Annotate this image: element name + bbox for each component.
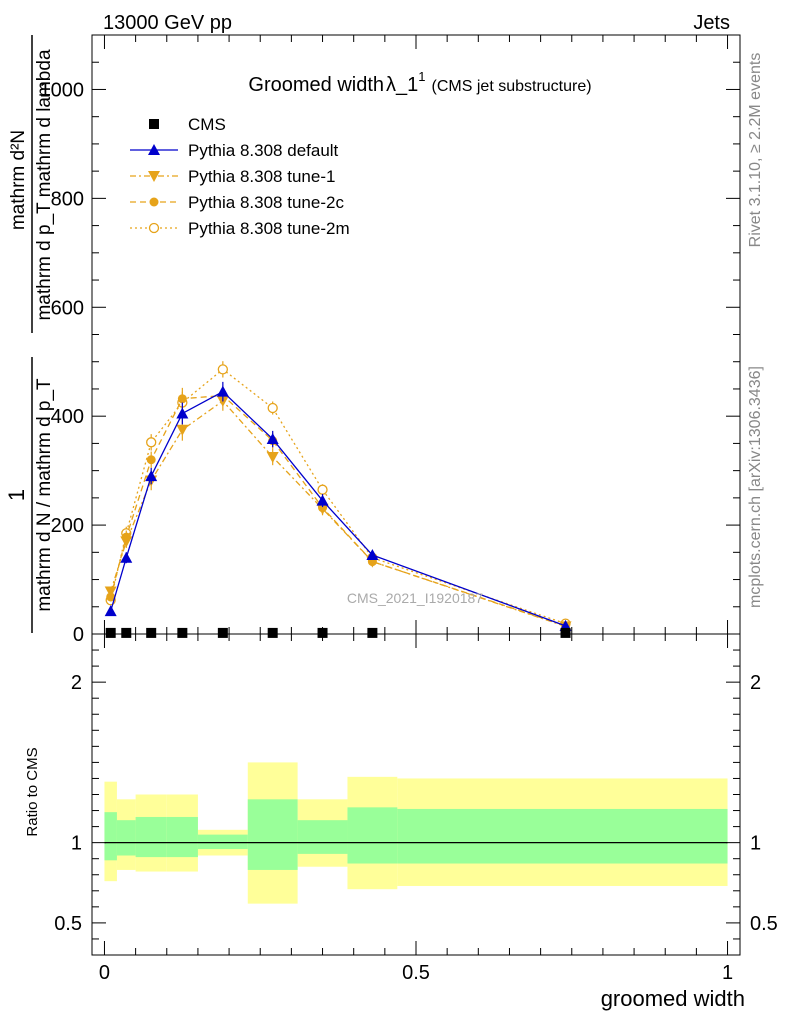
y-label-numerator-2: mathrm d²N <box>8 130 29 230</box>
legend-entry: Pythia 8.308 tune-2m <box>130 219 350 238</box>
main-panel: 0 200 400 600 800 1000 <box>40 34 741 646</box>
data-point <box>316 494 329 506</box>
legend: CMS Pythia 8.308 default Pythia 8.308 tune… <box>130 115 350 238</box>
data-point <box>560 627 571 638</box>
data-point <box>145 470 158 482</box>
series-0 <box>105 627 571 638</box>
y-label-numerator-1: 1 <box>4 489 29 501</box>
data-point <box>146 437 157 448</box>
title-superscript: 1 <box>418 69 425 84</box>
ratio-y-tick-label: 1 <box>71 833 82 855</box>
data-point <box>177 627 188 638</box>
legend-marker <box>148 144 160 155</box>
legend-entry: Pythia 8.308 default <box>130 141 339 160</box>
y-label-denominator-1: mathrm d N / mathrm d p_T <box>34 378 55 612</box>
data-point <box>121 627 132 638</box>
header-left: 13000 GeV pp <box>103 12 232 34</box>
y-axis-label: 1 mathrm d N / mathrm d p_T mathrm d²N m… <box>4 35 55 633</box>
data-point <box>367 627 378 638</box>
x-tick-label: 1 <box>722 962 733 984</box>
series-line <box>110 400 566 627</box>
data-point <box>217 364 228 375</box>
ratio-panel: 0.5 0.5 1 1 2 2 0 0.5 1 <box>54 633 778 984</box>
legend-marker <box>148 222 160 234</box>
y-tick-label: 1000 <box>40 79 85 101</box>
data-point <box>176 407 189 419</box>
series-4 <box>105 361 571 629</box>
rivet-label: Rivet 3.1.10, ≥ 2.2M events <box>747 53 764 248</box>
data-point <box>146 627 157 638</box>
data-point <box>120 536 133 548</box>
y-tick-label: 600 <box>51 297 84 319</box>
data-point <box>266 452 279 464</box>
legend-marker <box>149 119 159 129</box>
data-point <box>105 627 116 638</box>
ratio-inner-band <box>247 799 298 870</box>
data-point <box>216 385 229 397</box>
legend-label: Pythia 8.308 default <box>188 141 339 160</box>
x-tick-label: 0.5 <box>402 962 430 984</box>
watermark: CMS_2021_I1920187 <box>347 590 483 606</box>
ratio-y-label: Ratio to CMS <box>24 747 41 836</box>
data-point <box>366 549 379 561</box>
ratio-y-tick-label-right: 0.5 <box>750 913 778 935</box>
ratio-inner-band <box>197 834 248 850</box>
legend-entry: Pythia 8.308 tune-1 <box>130 167 335 186</box>
ratio-y-tick-label: 0.5 <box>54 913 82 935</box>
y-label-denominator-2: mathrm d p_T mathrm d lambda <box>34 49 55 320</box>
data-point <box>104 605 117 617</box>
legend-entry: Pythia 8.308 tune-2c <box>130 193 344 212</box>
ratio-inner-band <box>397 808 728 864</box>
ratio-inner-band <box>347 807 398 864</box>
ratio-inner-band <box>116 820 136 856</box>
data-point <box>317 484 328 495</box>
ratio-y-tick-label: 2 <box>71 672 82 694</box>
data-point <box>316 503 329 515</box>
legend-marker <box>148 171 160 182</box>
legend-label: Pythia 8.308 tune-1 <box>188 167 335 186</box>
data-point <box>267 402 278 414</box>
data-point <box>104 586 117 598</box>
legend-label: Pythia 8.308 tune-2c <box>188 193 344 212</box>
series-1 <box>104 381 572 631</box>
mcplots-label: mcplots.cern.ch [arXiv:1306.3436] <box>747 366 764 608</box>
legend-marker <box>149 197 159 207</box>
data-point <box>176 424 189 436</box>
x-axis-label: groomed width <box>601 986 745 1011</box>
data-point <box>217 627 228 638</box>
y-tick-label: 800 <box>51 188 84 210</box>
plot-title: Groomed width λ_11 (CMS jet substructure) <box>248 69 591 96</box>
legend-label: CMS <box>188 115 226 134</box>
ratio-y-tick-label-right: 2 <box>750 672 761 694</box>
x-tick-label: 0 <box>99 962 110 984</box>
ratio-inner-band <box>166 816 198 858</box>
y-tick-label: 0 <box>73 624 84 646</box>
data-point <box>120 551 133 563</box>
ratio-inner-band <box>104 812 117 861</box>
data-point <box>266 433 279 445</box>
data-point <box>177 394 187 404</box>
series-line <box>110 368 566 625</box>
data-point <box>267 627 278 638</box>
data-point <box>146 455 156 465</box>
ratio-inner-band <box>297 820 348 854</box>
y-tick-label: 200 <box>51 515 84 537</box>
ratio-y-tick-label-right: 1 <box>750 833 761 855</box>
legend-label: Pythia 8.308 tune-2m <box>188 219 350 238</box>
title-sub: (CMS jet substructure) <box>432 78 592 95</box>
ratio-inner-band <box>135 816 167 858</box>
title-symbol: λ_1 <box>386 74 418 96</box>
title-main: Groomed width <box>248 74 384 96</box>
series-3 <box>106 385 571 631</box>
legend-entry: CMS <box>149 115 226 134</box>
y-tick-label: 400 <box>51 406 84 428</box>
header-right: Jets <box>693 12 730 34</box>
